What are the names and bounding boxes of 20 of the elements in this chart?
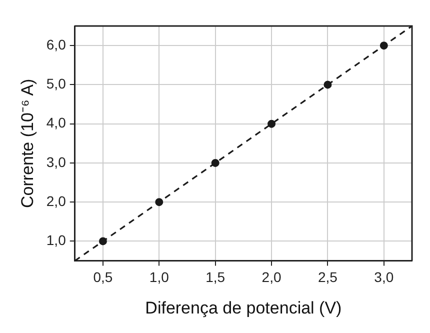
y-tick-label: 3,0 <box>46 154 66 170</box>
x-tick-label: 1,5 <box>206 269 226 286</box>
x-axis-title: Diferença de potencial (V) <box>145 298 342 318</box>
y-axis-title: Corrente (10⁻⁶ A) <box>18 78 37 208</box>
point <box>268 120 276 128</box>
y-tick-label: 6,0 <box>46 36 66 52</box>
point <box>324 80 332 89</box>
x-tick-label: 2,5 <box>318 269 338 286</box>
y-tick-label: 1,0 <box>46 232 66 248</box>
y-tick-label: 2,0 <box>46 192 66 209</box>
x-tick-label: 0,5 <box>93 269 113 286</box>
point <box>211 158 220 167</box>
point <box>380 42 388 50</box>
x-tick-label: 3,0 <box>374 269 394 286</box>
point <box>155 198 164 206</box>
y-tick-label: 5,0 <box>46 76 66 92</box>
x-tick-label: 2,0 <box>262 269 282 286</box>
y-tick-label: 4,0 <box>46 114 66 131</box>
point <box>98 237 107 246</box>
x-tick-label: 1,0 <box>149 269 170 286</box>
